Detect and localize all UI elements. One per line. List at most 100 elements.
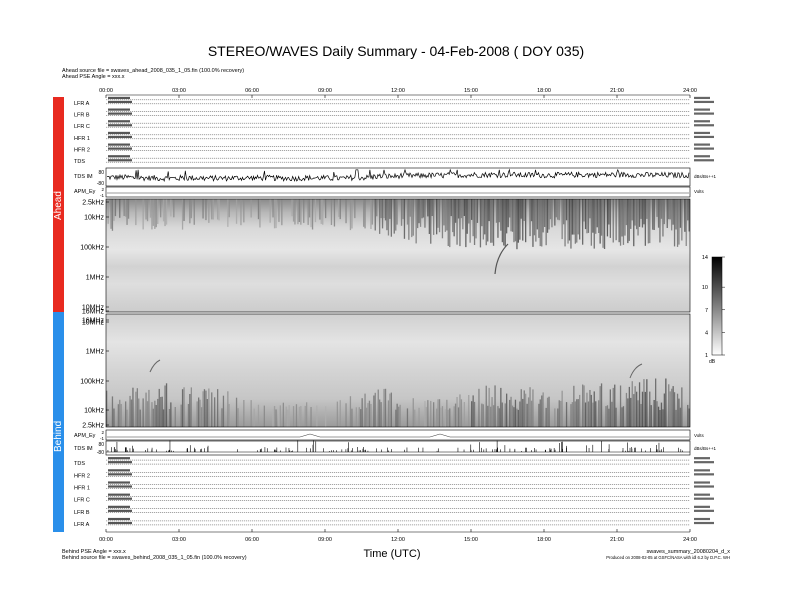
spectrogram-streak: [593, 199, 595, 249]
top-time-axis: 00:00 03:00 06:00 09:00 12:00 15:00 18:00 21:00…: [99, 88, 697, 98]
spectrogram-streak: [565, 402, 568, 427]
behind-row-label: HFR 1: [74, 485, 90, 491]
behind-row-unit: [694, 497, 714, 500]
spectrogram-streak: [203, 389, 206, 427]
spectrogram-streak: [158, 388, 160, 427]
spectrogram-streak: [526, 403, 528, 427]
ahead-tds-im-panel: [105, 167, 691, 187]
spectrogram-streak: [592, 402, 594, 427]
spectrogram-streak: [164, 385, 166, 427]
spectrogram-streak: [472, 395, 474, 427]
colorbar-tick-label: 14: [702, 255, 708, 261]
spectrogram-streak: [154, 400, 156, 427]
ahead-row-unit: [694, 124, 714, 127]
spectrogram-streak: [522, 199, 524, 241]
spectrogram-streak: [292, 406, 295, 427]
colorbar-tick-label: 1: [705, 353, 708, 359]
spectrogram-streak: [471, 401, 473, 427]
spectrogram-streak: [584, 199, 587, 230]
spectrogram-streak: [126, 409, 128, 427]
spectrogram-streak: [173, 199, 175, 218]
spectrogram-streak: [170, 199, 172, 217]
spectrogram-streak: [567, 199, 569, 244]
behind-source-file: Behind source file = swaves_behind_2008_…: [62, 555, 247, 561]
spectrogram-streak: [589, 390, 591, 427]
spectrogram-streak: [544, 199, 546, 227]
spectrogram-streak: [657, 406, 660, 427]
spectrogram-streak: [482, 199, 484, 240]
spectrogram-streak: [673, 199, 676, 247]
time-tick-label: 18:00: [537, 88, 551, 94]
spectrogram-streak: [671, 388, 673, 427]
spectrogram-streak: [622, 406, 625, 427]
spectrogram-streak: [481, 199, 483, 227]
spectrogram-streak: [351, 199, 353, 229]
spectrogram-streak: [590, 394, 592, 427]
spectrogram-streak: [485, 199, 487, 246]
spectrogram-streak: [488, 387, 490, 427]
spectrogram-streak: [633, 199, 635, 247]
spectrogram-streak: [135, 391, 137, 427]
spectrogram-streak: [319, 199, 321, 220]
spectrogram-streak: [193, 199, 195, 225]
spectrogram-streak: [368, 400, 371, 427]
colorbar-tick-label: 10: [702, 285, 708, 291]
freq-tick-label: 2.5kHz: [82, 200, 104, 207]
spectrogram-streak: [303, 199, 305, 223]
spectrogram-streak: [454, 403, 457, 427]
spectrogram-streak: [110, 199, 112, 229]
spectrogram-streak: [217, 199, 219, 220]
spectrogram-streak: [513, 199, 515, 243]
ahead-row-label: TDS: [74, 159, 85, 165]
ahead-row-caption: [108, 147, 132, 150]
spectrogram-streak: [649, 199, 651, 244]
spectrogram-streak: [684, 199, 686, 232]
spectrogram-streak: [687, 199, 689, 221]
spectrogram-streak: [519, 401, 521, 427]
spectrogram-streak: [627, 398, 629, 427]
spectrogram-streak: [662, 409, 664, 427]
spectrogram-streak: [669, 199, 671, 220]
spectrogram-streak: [678, 199, 680, 245]
spectrogram-streak: [468, 199, 470, 224]
spectrogram-streak: [389, 393, 391, 427]
spectrogram-streak: [433, 199, 435, 235]
ahead-row-caption: [108, 143, 130, 146]
spectrogram-streak: [206, 399, 208, 427]
spectrogram-streak: [643, 379, 645, 427]
spectrogram-streak: [437, 199, 439, 228]
spectrogram-streak: [546, 397, 549, 427]
spectrogram-streak: [484, 199, 486, 235]
spectrogram-streak: [628, 386, 630, 427]
spectrogram-streak: [551, 199, 553, 228]
spectrogram-streak: [395, 199, 397, 231]
spectrogram-streak: [189, 394, 191, 427]
spectrogram-streak: [214, 397, 216, 427]
spectrogram-streak: [459, 199, 461, 247]
spectrogram-streak: [466, 199, 468, 234]
spectrogram-streak: [538, 403, 540, 427]
spectrogram-streak: [447, 199, 449, 246]
behind-row-caption: [108, 457, 130, 460]
ahead-type-iii-burst: [494, 243, 509, 275]
spectrogram-streak: [530, 400, 533, 427]
spectrogram-streak: [146, 199, 149, 222]
spectrogram-streak: [291, 199, 293, 217]
behind-row-unit: [694, 517, 710, 521]
spectrogram-streak: [668, 384, 670, 427]
spectrogram-streak: [365, 407, 368, 427]
spectrogram-streak: [297, 199, 299, 225]
spectrogram-streak: [157, 199, 159, 224]
spectrogram-streak: [530, 199, 533, 222]
behind-burst-right: [629, 363, 643, 379]
spectrogram-streak: [444, 199, 446, 232]
spectrogram-streak: [573, 385, 575, 427]
spectrogram-streak: [389, 199, 391, 219]
spectrogram-streak: [205, 199, 207, 221]
spectrogram-streak: [228, 404, 230, 427]
spectrogram-streak: [577, 399, 579, 427]
spectrogram-streak: [463, 199, 465, 216]
spectrogram-streak: [681, 387, 683, 427]
